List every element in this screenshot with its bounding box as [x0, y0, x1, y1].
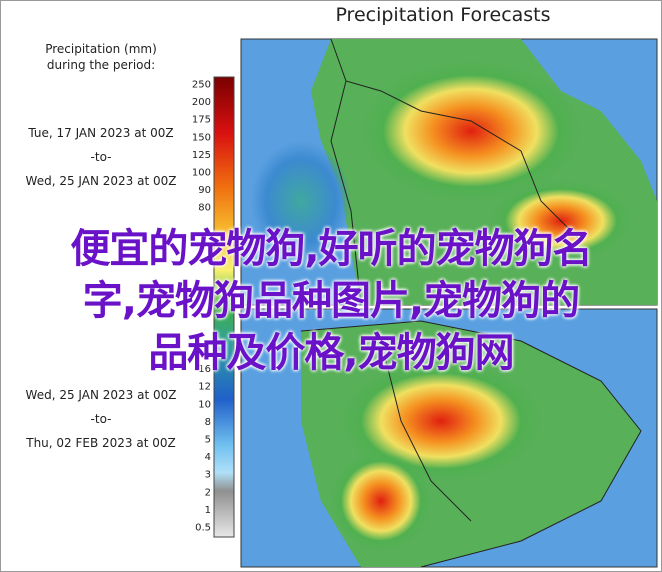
colorbar-tick-label: 10	[198, 399, 211, 410]
overlay-text: 便宜的宠物狗,好听的宠物狗名 字,宠物狗品种图片,宠物狗的 品种及价格,宠物狗网	[1, 223, 661, 379]
colorbar-tick-label: 90	[198, 185, 211, 196]
period-start: Tue, 17 JAN 2023 at 00Z	[27, 126, 173, 140]
colorbar-tick-label: 2	[205, 487, 211, 498]
colorbar-tick-label: 4	[205, 452, 211, 463]
colorbar-tick-label: 80	[198, 203, 211, 214]
colorbar-tick-label: 175	[192, 115, 211, 126]
colorbar-tick-label: 0.5	[195, 523, 211, 534]
period-end: Thu, 02 FEB 2023 at 00Z	[25, 436, 176, 450]
overlay-line: 字,宠物狗品种图片,宠物狗的	[82, 278, 580, 324]
colorbar-tick-label: 200	[192, 97, 211, 108]
period-end: Wed, 25 JAN 2023 at 00Z	[26, 174, 177, 188]
legend-heading: Precipitation (mm)	[45, 42, 157, 56]
colorbar-tick-label: 100	[192, 168, 211, 179]
legend-heading: during the period:	[47, 58, 155, 72]
colorbar-tick-label: 12	[198, 382, 211, 393]
map-title: Precipitation Forecasts	[335, 4, 550, 26]
colorbar-tick-label: 16	[198, 364, 211, 375]
map-panel-1	[240, 38, 658, 306]
period-sep: -to-	[91, 150, 112, 164]
colorbar-tick-label: 125	[192, 150, 211, 161]
colorbar	[213, 76, 235, 538]
map-panel-2	[240, 308, 658, 568]
colorbar-tick-label: 150	[192, 132, 211, 143]
colorbar-tick-label: 5	[205, 435, 211, 446]
colorbar-tick-label: 3	[205, 470, 211, 481]
colorbar-tick-label: 250	[192, 80, 211, 91]
period-sep: -to-	[91, 412, 112, 426]
colorbar-tick-label: 8	[205, 417, 211, 428]
colorbar-tick-label: 1	[205, 505, 211, 516]
overlay-line: 便宜的宠物狗,好听的宠物狗名	[70, 226, 592, 272]
overlay-line: 品种及价格,宠物狗网	[148, 330, 514, 376]
period-start: Wed, 25 JAN 2023 at 00Z	[26, 388, 177, 402]
